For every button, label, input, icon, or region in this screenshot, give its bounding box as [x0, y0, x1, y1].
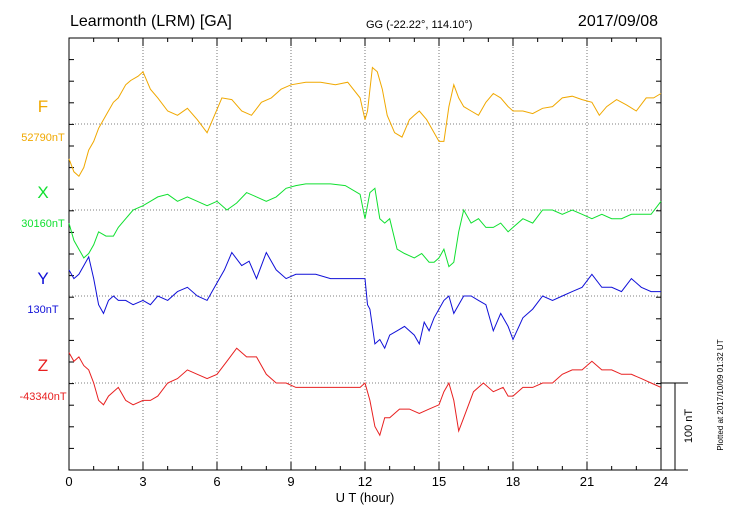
x-tick-label: 12 — [358, 474, 372, 489]
scale-bar-label: 100 nT — [683, 409, 695, 444]
series-name-z: Z — [38, 356, 48, 375]
x-tick-label: 18 — [506, 474, 520, 489]
series-baseline-x: 30160nT — [21, 218, 65, 230]
station-title: Learmonth (LRM) [GA] — [70, 13, 232, 30]
series-baseline-z: -43340nT — [19, 391, 66, 403]
series-baseline-f: 52790nT — [21, 132, 65, 144]
series-name-f: F — [38, 97, 48, 116]
series-line-z — [68, 347, 662, 437]
x-tick-labels: 0 3 6 9 12 15 18 21 24 — [65, 474, 668, 489]
x-tick-label: 0 — [65, 474, 72, 489]
x-tick-label: 6 — [213, 474, 220, 489]
plot-date: 2017/09/08 — [578, 13, 658, 30]
x-tick-label: 24 — [654, 474, 668, 489]
x-tick-label: 3 — [139, 474, 146, 489]
series-name-y: Y — [37, 269, 48, 288]
series-line-y — [68, 251, 661, 350]
axis-ticks — [68, 37, 662, 470]
series-line-x — [68, 183, 662, 268]
x-axis-label: U T (hour) — [336, 490, 395, 505]
x-tick-label: 9 — [287, 474, 294, 489]
x-tick-label: 21 — [580, 474, 594, 489]
series-labels: F 52790nT X 30160nT Y 130nT Z -43340nT — [19, 97, 66, 403]
series-layer — [68, 66, 662, 437]
grid — [69, 38, 661, 470]
series-baseline-y: 130nT — [27, 304, 58, 316]
series-line-f — [68, 66, 662, 177]
series-name-x: X — [37, 183, 48, 202]
plotted-timestamp: Plotted at 2017/10/09 01:32 UT — [716, 339, 725, 450]
station-coords: GG (-22.22°, 114.10°) — [366, 19, 472, 31]
x-tick-label: 15 — [432, 474, 446, 489]
